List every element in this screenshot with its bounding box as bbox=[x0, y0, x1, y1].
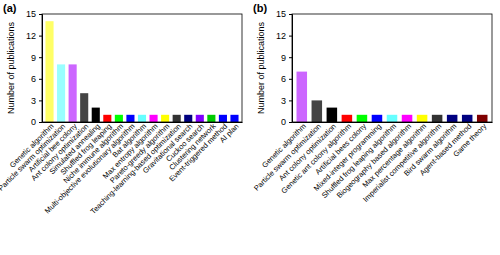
y-tick-label: 6 bbox=[281, 74, 286, 84]
y-tick: 3 bbox=[281, 96, 292, 106]
x-tick-label: Game theory bbox=[451, 122, 488, 159]
bar bbox=[417, 115, 428, 122]
bar bbox=[447, 115, 458, 122]
bar bbox=[126, 115, 134, 122]
y-tick: 12 bbox=[276, 31, 292, 41]
bar bbox=[432, 115, 443, 122]
frame bbox=[292, 14, 492, 122]
y-tick-mark bbox=[289, 36, 292, 37]
y-tick-mark bbox=[289, 79, 292, 80]
y-axis: 0 3 6 9 12 15 bbox=[26, 9, 43, 127]
bar bbox=[462, 115, 473, 122]
y-tick: 15 bbox=[276, 9, 292, 19]
panel: 0 3 6 9 12 15 Genetic algorithmParticle swarm … bbox=[0, 2, 243, 216]
bar bbox=[115, 115, 123, 122]
y-axis-line bbox=[39, 15, 43, 123]
bar bbox=[357, 115, 368, 122]
x-tick: Event-triggered method bbox=[167, 122, 229, 184]
y-tick-label: 12 bbox=[26, 31, 36, 41]
y-tick-mark bbox=[289, 122, 292, 123]
y-tick: 6 bbox=[31, 74, 42, 84]
bar bbox=[387, 115, 398, 122]
frame bbox=[42, 14, 242, 122]
bar bbox=[297, 72, 308, 122]
y-tick-mark bbox=[39, 14, 42, 15]
y-tick-mark bbox=[39, 122, 42, 123]
bars bbox=[297, 72, 488, 122]
bar bbox=[69, 64, 77, 122]
y-tick-label: 0 bbox=[31, 117, 36, 127]
y-tick: 9 bbox=[31, 53, 42, 63]
bar bbox=[138, 115, 146, 122]
y-tick: 0 bbox=[281, 117, 292, 127]
panel: 0 3 6 9 12 15 Genetic algorithmParticle swarm … bbox=[252, 2, 492, 204]
y-tick-mark bbox=[39, 100, 42, 101]
y-axis: 0 3 6 9 12 15 bbox=[276, 9, 293, 127]
y-tick: 3 bbox=[31, 96, 42, 106]
y-tick-label: 3 bbox=[281, 96, 286, 106]
y-tick-label: 9 bbox=[31, 53, 36, 63]
y-tick-mark bbox=[289, 100, 292, 101]
bar bbox=[103, 115, 111, 122]
x-tick: AI plan bbox=[218, 122, 241, 145]
y-tick-label: 3 bbox=[31, 96, 36, 106]
y-tick-mark bbox=[289, 57, 292, 58]
bar bbox=[477, 115, 488, 122]
y-tick-label: 9 bbox=[281, 53, 286, 63]
y-axis-title: Number of publications bbox=[256, 21, 266, 114]
y-tick-mark bbox=[289, 14, 292, 15]
x-tick: Teaching-learning-based optimization bbox=[89, 122, 183, 216]
bar bbox=[57, 64, 65, 122]
y-tick-mark bbox=[39, 57, 42, 58]
bars bbox=[45, 21, 238, 122]
bar bbox=[372, 115, 383, 122]
x-tick-label: AI plan bbox=[218, 122, 241, 145]
y-tick-label: 0 bbox=[281, 117, 286, 127]
panel-label: (b) bbox=[253, 2, 267, 14]
x-tick-label: Event-triggered method bbox=[167, 122, 229, 184]
bar bbox=[45, 21, 53, 122]
panel-label: (a) bbox=[3, 2, 17, 14]
bar bbox=[207, 115, 215, 122]
x-axis: Genetic algorithmParticle swarm optimiza… bbox=[0, 122, 243, 216]
bar bbox=[327, 108, 338, 122]
bar bbox=[196, 115, 204, 122]
y-tick: 6 bbox=[281, 74, 292, 84]
figure: 0 3 6 9 12 15 Genetic algorithmParticle swarm … bbox=[0, 0, 500, 255]
y-tick-label: 15 bbox=[276, 9, 286, 19]
bar bbox=[312, 100, 323, 122]
y-tick-mark bbox=[39, 36, 42, 37]
x-axis: Genetic algorithmParticle swarm optimiza… bbox=[252, 122, 492, 204]
bar bbox=[219, 115, 227, 122]
y-tick: 12 bbox=[26, 31, 42, 41]
bar bbox=[230, 115, 238, 122]
bar bbox=[161, 115, 169, 122]
plot: 0 3 6 9 12 15 Genetic algorithmParticle swarm … bbox=[252, 9, 492, 203]
bar bbox=[150, 115, 158, 122]
bar bbox=[92, 108, 100, 122]
x-tick: Game theory bbox=[451, 122, 488, 159]
y-axis-line bbox=[289, 15, 293, 123]
bar bbox=[80, 93, 88, 122]
y-tick-label: 12 bbox=[276, 31, 286, 41]
y-tick: 15 bbox=[26, 9, 42, 19]
bar bbox=[342, 115, 353, 122]
bar bbox=[173, 115, 181, 122]
bar bbox=[402, 115, 413, 122]
y-tick: 9 bbox=[281, 53, 292, 63]
y-tick: 0 bbox=[31, 117, 42, 127]
y-tick-mark bbox=[39, 79, 42, 80]
x-tick-label: Teaching-learning-based optimization bbox=[89, 122, 183, 216]
y-tick-label: 15 bbox=[26, 9, 36, 19]
y-tick-label: 6 bbox=[31, 74, 36, 84]
plot: 0 3 6 9 12 15 Genetic algorithmParticle swarm … bbox=[0, 9, 243, 216]
y-axis-title: Number of publications bbox=[6, 21, 16, 114]
bar bbox=[184, 115, 192, 122]
